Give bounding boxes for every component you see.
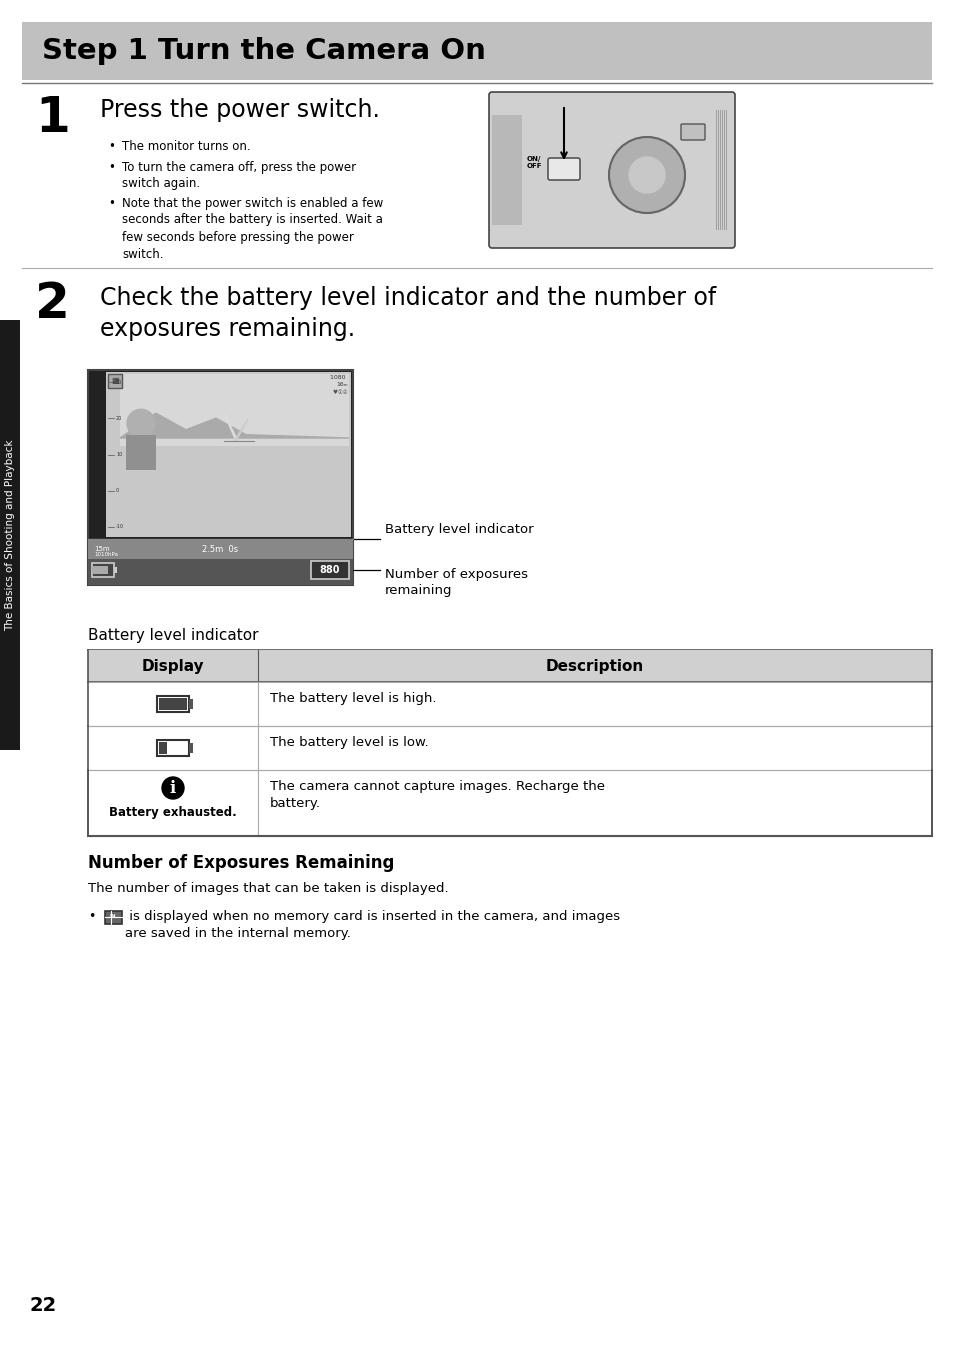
Text: ON/
OFF: ON/ OFF bbox=[526, 156, 541, 168]
Text: 2: 2 bbox=[35, 280, 70, 328]
Text: ▦: ▦ bbox=[111, 377, 119, 386]
Circle shape bbox=[628, 157, 664, 192]
Text: Note that the power switch is enabled a few
seconds after the battery is inserte: Note that the power switch is enabled a … bbox=[122, 196, 383, 261]
Bar bbox=[91, 566, 108, 574]
Text: IN: IN bbox=[110, 915, 116, 920]
Circle shape bbox=[608, 137, 684, 213]
Text: •: • bbox=[108, 160, 114, 174]
Text: 22: 22 bbox=[30, 1297, 57, 1315]
Text: 10: 10 bbox=[116, 452, 122, 457]
Polygon shape bbox=[224, 413, 237, 441]
Text: Press the power switch.: Press the power switch. bbox=[100, 98, 379, 122]
Bar bbox=[492, 116, 521, 225]
Text: •: • bbox=[108, 140, 114, 153]
Bar bbox=[88, 539, 353, 585]
Bar bbox=[189, 699, 193, 709]
Text: Battery exhausted.: Battery exhausted. bbox=[109, 806, 236, 819]
Text: The battery level is low.: The battery level is low. bbox=[270, 736, 428, 749]
Text: 1: 1 bbox=[35, 94, 70, 143]
FancyBboxPatch shape bbox=[91, 564, 113, 577]
Text: 15m: 15m bbox=[94, 546, 110, 551]
Bar bbox=[716, 110, 717, 230]
Text: The monitor turns on.: The monitor turns on. bbox=[122, 140, 251, 153]
Text: Step 1 Turn the Camera On: Step 1 Turn the Camera On bbox=[42, 38, 485, 65]
Text: is displayed when no memory card is inserted in the camera, and images
are saved: is displayed when no memory card is inse… bbox=[125, 911, 619, 940]
Text: 0: 0 bbox=[116, 488, 119, 494]
Bar bbox=[189, 742, 193, 753]
Bar bbox=[108, 374, 122, 387]
Text: Check the battery level indicator and the number of
exposures remaining.: Check the battery level indicator and th… bbox=[100, 286, 716, 340]
Text: The battery level is high.: The battery level is high. bbox=[270, 691, 436, 705]
Text: Battery level indicator: Battery level indicator bbox=[385, 523, 533, 537]
Text: 30: 30 bbox=[116, 379, 122, 385]
Text: ♥︎①②: ♥︎①② bbox=[333, 390, 348, 395]
Text: •: • bbox=[88, 911, 95, 923]
FancyBboxPatch shape bbox=[680, 124, 704, 140]
Text: 1010hPa: 1010hPa bbox=[94, 553, 118, 557]
Text: The Basics of Shooting and Playback: The Basics of Shooting and Playback bbox=[5, 440, 15, 631]
Bar bbox=[159, 698, 187, 710]
Circle shape bbox=[127, 409, 154, 437]
Text: Battery level indicator: Battery level indicator bbox=[88, 628, 258, 643]
Bar bbox=[157, 740, 189, 756]
Bar bbox=[88, 650, 931, 682]
Text: •: • bbox=[108, 196, 114, 210]
Bar bbox=[88, 539, 353, 560]
Text: The number of images that can be taken is displayed.: The number of images that can be taken i… bbox=[88, 882, 448, 894]
Bar bbox=[113, 568, 117, 573]
Bar bbox=[721, 110, 722, 230]
Bar bbox=[106, 373, 351, 537]
FancyBboxPatch shape bbox=[489, 91, 734, 247]
Text: 16ₘ: 16ₘ bbox=[336, 382, 348, 387]
Text: 880: 880 bbox=[319, 565, 340, 576]
Bar bbox=[157, 695, 189, 712]
Bar bbox=[105, 911, 122, 924]
Bar bbox=[718, 110, 719, 230]
Text: 20: 20 bbox=[116, 416, 122, 421]
Text: -10: -10 bbox=[116, 525, 124, 530]
Text: To turn the camera off, press the power
switch again.: To turn the camera off, press the power … bbox=[122, 160, 355, 191]
Bar bbox=[88, 370, 353, 585]
Text: Number of Exposures Remaining: Number of Exposures Remaining bbox=[88, 854, 394, 872]
Text: 2.5m  0s: 2.5m 0s bbox=[202, 545, 238, 554]
Text: 1080: 1080 bbox=[330, 375, 348, 381]
Text: ℹ: ℹ bbox=[170, 779, 176, 798]
Text: Description: Description bbox=[545, 659, 643, 674]
Bar bbox=[725, 110, 727, 230]
Bar bbox=[0, 320, 20, 751]
Text: Number of exposures
remaining: Number of exposures remaining bbox=[385, 568, 527, 597]
Bar bbox=[22, 22, 931, 79]
Text: Display: Display bbox=[142, 659, 204, 674]
Bar bbox=[120, 374, 349, 447]
Bar bbox=[723, 110, 724, 230]
Polygon shape bbox=[233, 420, 248, 441]
Polygon shape bbox=[120, 413, 349, 438]
FancyBboxPatch shape bbox=[547, 157, 579, 180]
Bar bbox=[159, 742, 167, 755]
FancyBboxPatch shape bbox=[311, 561, 349, 578]
Bar bbox=[126, 436, 156, 471]
Text: The camera cannot capture images. Recharge the
battery.: The camera cannot capture images. Rechar… bbox=[270, 780, 604, 810]
Circle shape bbox=[162, 777, 184, 799]
